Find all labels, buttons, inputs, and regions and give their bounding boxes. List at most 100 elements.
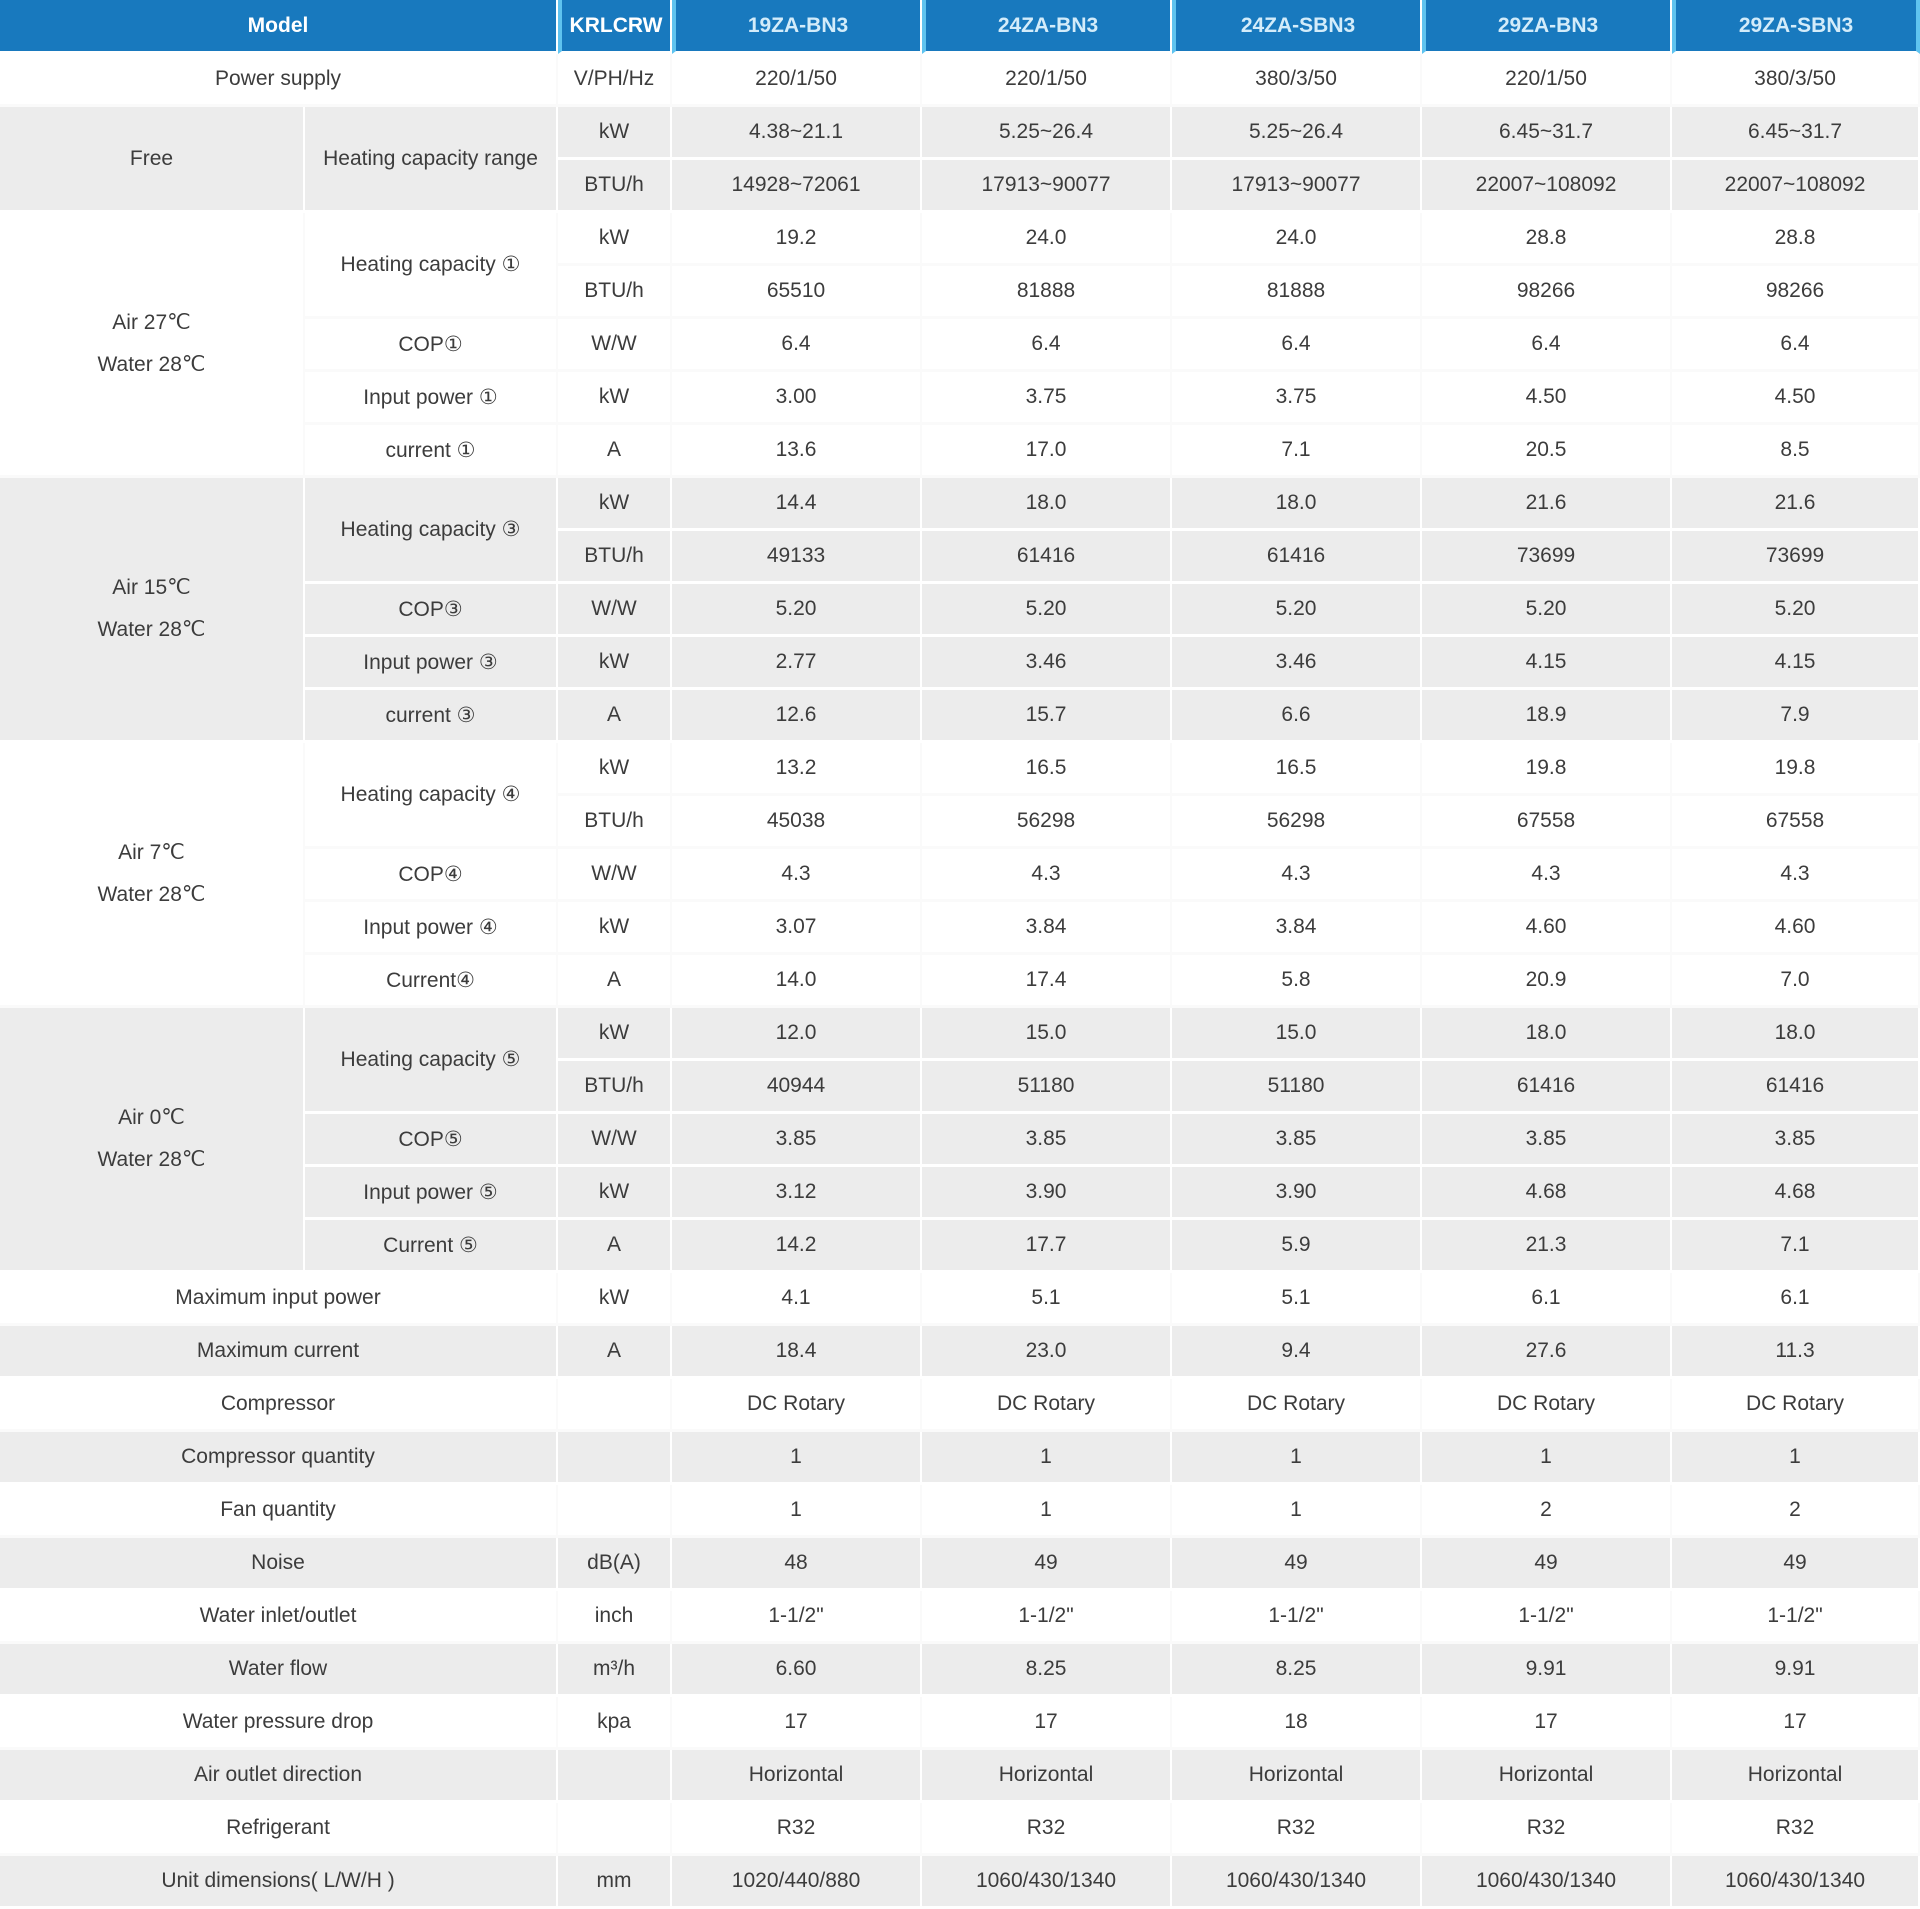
- spec-value-cell: 49: [1422, 1538, 1673, 1591]
- unit-cell: kpa: [558, 1697, 673, 1750]
- spec-value-cell: 3.46: [922, 637, 1173, 690]
- spec-value-cell: DC Rotary: [922, 1379, 1173, 1432]
- spec-value-cell: Horizontal: [1672, 1750, 1920, 1803]
- spec-value-cell: 56298: [922, 796, 1173, 849]
- unit-cell: W/W: [558, 849, 673, 902]
- unit-cell: m³/h: [558, 1644, 673, 1697]
- spec-value-cell: 4.50: [1672, 372, 1920, 425]
- param-label-cell: Input power ⑤: [305, 1167, 559, 1220]
- spec-value-cell: 17: [1422, 1697, 1673, 1750]
- spec-value-cell: 1: [922, 1485, 1173, 1538]
- spec-value-cell: 40944: [672, 1061, 923, 1114]
- param-label-cell: COP③: [305, 584, 559, 637]
- table-row: Unit dimensions( L/W/H ) mm 1020/440/880 10…: [0, 1856, 1920, 1909]
- spec-value-cell: 3.85: [672, 1114, 923, 1167]
- table-row: BTU/h 65510 81888 81888 98266 98266: [0, 266, 1920, 319]
- spec-value-cell: 17: [1672, 1697, 1920, 1750]
- unit-cell: W/W: [558, 1114, 673, 1167]
- unit-cell: BTU/h: [558, 266, 673, 319]
- spec-value-cell: 6.60: [672, 1644, 923, 1697]
- spec-value-cell: 98266: [1672, 266, 1920, 319]
- spec-value-cell: 5.25~26.4: [922, 107, 1173, 160]
- table-row: Input power ③ kW 2.77 3.46 3.46 4.15 4.15: [0, 637, 1920, 690]
- column-header: 29ZA-BN3: [1422, 0, 1673, 54]
- unit-cell: [558, 1485, 673, 1538]
- spec-value-cell: 6.4: [922, 319, 1173, 372]
- section-label-line: Water 28℃: [97, 618, 206, 641]
- spec-value-cell: 61416: [1172, 531, 1423, 584]
- spec-value-cell: 220/1/50: [1422, 54, 1673, 107]
- spec-value-cell: 3.85: [1172, 1114, 1423, 1167]
- spec-value-cell: 51180: [922, 1061, 1173, 1114]
- table-row: COP① W/W 6.4 6.4 6.4 6.4 6.4: [0, 319, 1920, 372]
- spec-value-cell: 1: [1672, 1432, 1920, 1485]
- unit-cell: kW: [558, 1008, 673, 1061]
- unit-cell: A: [558, 955, 673, 1008]
- spec-value-cell: 13.2: [672, 743, 923, 796]
- table-row: BTU/h 45038 56298 56298 67558 67558: [0, 796, 1920, 849]
- spec-value-cell: 3.84: [922, 902, 1173, 955]
- spec-value-cell: 81888: [1172, 266, 1423, 319]
- unit-cell: V/PH/Hz: [558, 54, 673, 107]
- spec-value-cell: Horizontal: [1172, 1750, 1423, 1803]
- column-header: 29ZA-SBN3: [1672, 0, 1920, 54]
- unit-cell: BTU/h: [558, 160, 673, 213]
- table-row: Input power ① kW 3.00 3.75 3.75 4.50 4.50: [0, 372, 1920, 425]
- param-label-cell: Input power ①: [305, 372, 559, 425]
- spec-value-cell: 220/1/50: [922, 54, 1173, 107]
- spec-value-cell: 17: [922, 1697, 1173, 1750]
- spec-value-cell: 48: [672, 1538, 923, 1591]
- spec-value-cell: 3.07: [672, 902, 923, 955]
- spec-value-cell: 3.00: [672, 372, 923, 425]
- spec-value-cell: 1060/430/1340: [1172, 1856, 1423, 1909]
- spec-value-cell: 73699: [1672, 531, 1920, 584]
- unit-cell: BTU/h: [558, 531, 673, 584]
- unit-cell: kW: [558, 1167, 673, 1220]
- spec-value-cell: 7.1: [1172, 425, 1423, 478]
- spec-value-cell: 15.7: [922, 690, 1173, 743]
- spec-value-cell: 17.4: [922, 955, 1173, 1008]
- section-label-line: Air 15℃: [112, 576, 191, 599]
- spec-value-cell: 49: [1172, 1538, 1423, 1591]
- table-row: Compressor quantity 1 1 1 1 1: [0, 1432, 1920, 1485]
- table-row: Free Heating capacity range kW 4.38~21.1 5.2…: [0, 107, 1920, 213]
- spec-value-cell: 6.4: [1172, 319, 1423, 372]
- spec-value-cell: 18.0: [1672, 1008, 1920, 1061]
- unit-cell: A: [558, 1220, 673, 1273]
- spec-value-cell: 1: [1172, 1432, 1423, 1485]
- unit-cell: A: [558, 425, 673, 478]
- spec-value-cell: 12.6: [672, 690, 923, 743]
- table-row: current ③ A 12.6 15.7 6.6 18.9 7.9: [0, 690, 1920, 743]
- spec-value-cell: 4.15: [1422, 637, 1673, 690]
- spec-value-cell: 5.20: [1672, 584, 1920, 637]
- spec-value-cell: 4.3: [1422, 849, 1673, 902]
- param-label-cell: COP⑤: [305, 1114, 559, 1167]
- spec-value-cell: 5.25~26.4: [1172, 107, 1423, 160]
- table-header: Model KRLCRW 19ZA-BN3 24ZA-BN3 24ZA-SBN3 29ZA…: [0, 0, 1920, 54]
- table-row: Air outlet direction Horizontal Horizontal…: [0, 1750, 1920, 1803]
- spec-value-cell: 9.91: [1672, 1644, 1920, 1697]
- table-row: Input power ⑤ kW 3.12 3.90 3.90 4.68 4.68: [0, 1167, 1920, 1220]
- unit-cell: kW: [558, 213, 673, 266]
- spec-value-cell: R32: [1422, 1803, 1673, 1856]
- spec-value-cell: 5.9: [1172, 1220, 1423, 1273]
- spec-value-cell: 16.5: [922, 743, 1173, 796]
- row-label-cell: Compressor quantity: [0, 1432, 559, 1485]
- spec-value-cell: 49133: [672, 531, 923, 584]
- spec-value-cell: 12.0: [672, 1008, 923, 1061]
- spec-value-cell: DC Rotary: [672, 1379, 923, 1432]
- spec-value-cell: 6.45~31.7: [1672, 107, 1920, 160]
- spec-value-cell: 23.0: [922, 1326, 1173, 1379]
- spec-value-cell: 5.1: [922, 1273, 1173, 1326]
- spec-value-cell: R32: [1672, 1803, 1920, 1856]
- spec-value-cell: DC Rotary: [1422, 1379, 1673, 1432]
- table-row: Maximum input power kW 4.1 5.1 5.1 6.1 6.1: [0, 1273, 1920, 1326]
- spec-value-cell: 5.20: [1172, 584, 1423, 637]
- spec-value-cell: 14.2: [672, 1220, 923, 1273]
- table-row: BTU/h 40944 51180 51180 61416 61416: [0, 1061, 1920, 1114]
- table-row: Air 15℃ Water 28℃ Heating capacity ③ kW 14.4…: [0, 478, 1920, 743]
- table-row: Current④ A 14.0 17.4 5.8 20.9 7.0: [0, 955, 1920, 1008]
- spec-value-cell: 51180: [1172, 1061, 1423, 1114]
- spec-value-cell: 3.85: [1422, 1114, 1673, 1167]
- spec-value-cell: 4.15: [1672, 637, 1920, 690]
